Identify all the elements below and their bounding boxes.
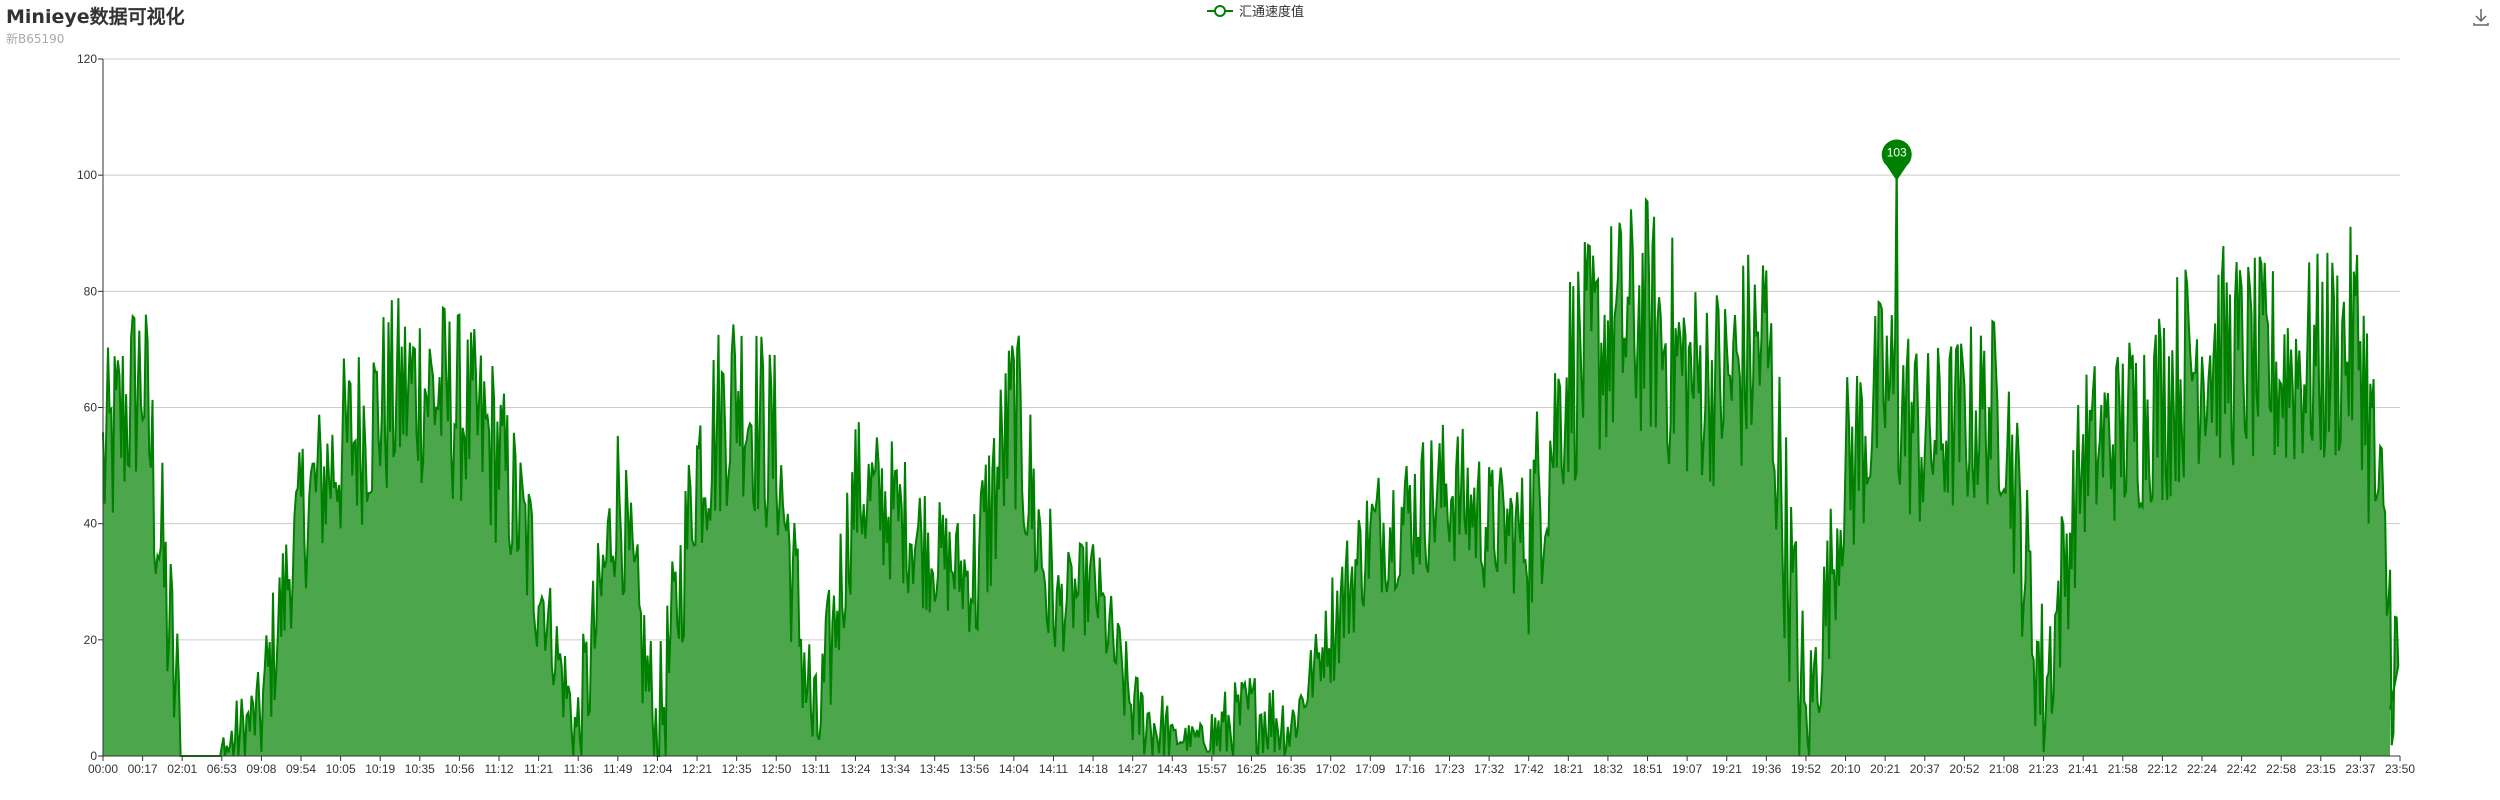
- x-tick-label: 17:42: [1514, 762, 1544, 776]
- series-line: [102, 157, 2400, 757]
- x-tick-label: 22:58: [2266, 762, 2296, 776]
- x-tick-label: 14:18: [1078, 762, 1108, 776]
- x-tick-label: 22:12: [2147, 762, 2177, 776]
- x-tick-label: 14:27: [1118, 762, 1148, 776]
- x-tick-label: 13:45: [920, 762, 950, 776]
- x-tick-label: 12:04: [642, 762, 672, 776]
- x-tick-label: 15:57: [1197, 762, 1227, 776]
- y-tick-label: 0: [90, 749, 97, 763]
- x-tick-label: 10:56: [444, 762, 474, 776]
- x-tick-label: 17:02: [1316, 762, 1346, 776]
- y-tick-label: 40: [84, 517, 98, 531]
- x-tick-label: 22:42: [2227, 762, 2257, 776]
- x-tick-label: 20:52: [1949, 762, 1979, 776]
- x-tick-label: 21:41: [2068, 762, 2098, 776]
- y-tick-label: 120: [77, 52, 97, 66]
- x-tick-label: 12:21: [682, 762, 712, 776]
- x-tick-label: 14:04: [999, 762, 1029, 776]
- x-tick-label: 11:21: [524, 762, 553, 776]
- x-tick-label: 13:24: [840, 762, 870, 776]
- x-tick-label: 13:11: [801, 762, 830, 776]
- x-tick-label: 14:11: [1039, 762, 1068, 776]
- max-marker-shape: [1881, 139, 1912, 181]
- x-tick-label: 09:08: [246, 762, 276, 776]
- x-tick-label: 19:21: [1712, 762, 1742, 776]
- max-marker-label: 103: [1887, 146, 1907, 160]
- x-tick-label: 16:35: [1276, 762, 1306, 776]
- x-tick-label: 18:21: [1553, 762, 1583, 776]
- x-tick-label: 20:37: [1910, 762, 1940, 776]
- x-tick-label: 16:25: [1236, 762, 1266, 776]
- x-tick-label: 09:54: [286, 762, 316, 776]
- x-tick-label: 11:36: [564, 762, 593, 776]
- max-marker-pin: 103: [1881, 139, 1912, 181]
- x-tick-label: 20:21: [1870, 762, 1900, 776]
- x-tick-label: 13:34: [880, 762, 910, 776]
- x-tick-label: 21:23: [2029, 762, 2059, 776]
- x-tick-label: 21:58: [2108, 762, 2138, 776]
- x-tick-label: 06:53: [207, 762, 237, 776]
- y-tick-label: 80: [84, 284, 98, 298]
- x-tick-label: 17:09: [1355, 762, 1385, 776]
- x-tick-label: 12:50: [761, 762, 791, 776]
- x-tick-label: 23:50: [2385, 762, 2415, 776]
- x-tick-label: 00:00: [88, 762, 118, 776]
- x-tick-label: 10:05: [326, 762, 356, 776]
- x-tick-label: 10:19: [365, 762, 395, 776]
- x-tick-label: 18:32: [1593, 762, 1623, 776]
- legend-line-circle-icon: [1207, 4, 1233, 17]
- x-tick-label: 11:12: [484, 762, 513, 776]
- x-tick-label: 23:15: [2306, 762, 2336, 776]
- x-tick-label: 18:51: [1633, 762, 1663, 776]
- x-tick-label: 10:35: [405, 762, 435, 776]
- x-tick-label: 11:49: [603, 762, 632, 776]
- x-tick-label: 22:24: [2187, 762, 2217, 776]
- y-tick-label: 60: [84, 401, 98, 415]
- x-tick-label: 02:01: [167, 762, 197, 776]
- chart-subtitle: 新B65190: [6, 32, 65, 46]
- x-tick-label: 00:17: [128, 762, 158, 776]
- y-tick-label: 20: [84, 633, 98, 647]
- x-tick-label: 12:35: [722, 762, 752, 776]
- x-tick-label: 19:07: [1672, 762, 1702, 776]
- x-tick-label: 17:32: [1474, 762, 1504, 776]
- x-tick-label: 13:56: [959, 762, 989, 776]
- x-tick-label: 19:52: [1791, 762, 1821, 776]
- y-tick-label: 100: [77, 168, 97, 182]
- x-tick-label: 17:23: [1435, 762, 1465, 776]
- x-tick-label: 19:36: [1751, 762, 1781, 776]
- download-icon[interactable]: [2470, 6, 2492, 28]
- x-tick-label: 20:10: [1831, 762, 1861, 776]
- x-tick-label: 21:08: [1989, 762, 2019, 776]
- x-tick-label: 14:43: [1157, 762, 1187, 776]
- x-tick-label: 23:37: [2345, 762, 2375, 776]
- legend-label: 汇通速度值: [1239, 5, 1305, 20]
- legend-item[interactable]: 汇通速度值: [1207, 1, 1304, 20]
- chart-title: Minieye数据可视化: [6, 6, 185, 28]
- x-tick-label: 17:16: [1395, 762, 1425, 776]
